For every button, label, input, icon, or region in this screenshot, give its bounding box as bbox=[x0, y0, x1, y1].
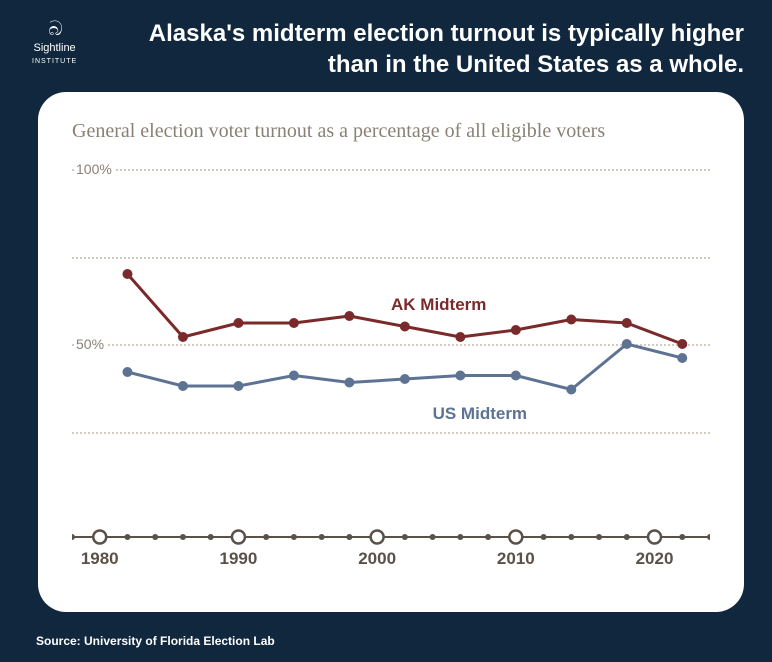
x-axis-label: 1980 bbox=[81, 549, 119, 569]
x-axis-label: 2020 bbox=[636, 549, 674, 569]
y-axis-label: 100% bbox=[76, 161, 116, 177]
line-chart: 50%100%19801990200020102020AK MidtermUS … bbox=[72, 169, 710, 579]
logo-name: Sightline bbox=[33, 42, 75, 54]
series-label: US Midterm bbox=[433, 404, 527, 424]
brand-logo: බ Sightline INSTITUTE bbox=[32, 18, 77, 66]
x-axis-label: 2010 bbox=[497, 549, 535, 569]
logo-mark: බ bbox=[32, 18, 77, 40]
chart-card: General election voter turnout as a perc… bbox=[38, 92, 744, 612]
x-axis-label: 2000 bbox=[358, 549, 396, 569]
chart-svg bbox=[72, 169, 710, 579]
y-axis-label: 50% bbox=[76, 336, 108, 352]
chart-subtitle: General election voter turnout as a perc… bbox=[72, 120, 710, 143]
series-label: AK Midterm bbox=[391, 295, 486, 315]
x-axis-label: 1990 bbox=[220, 549, 258, 569]
headline: Alaska's midterm election turnout is typ… bbox=[110, 18, 744, 80]
source-line: Source: University of Florida Election L… bbox=[36, 634, 275, 648]
logo-sub: INSTITUTE bbox=[32, 58, 77, 65]
